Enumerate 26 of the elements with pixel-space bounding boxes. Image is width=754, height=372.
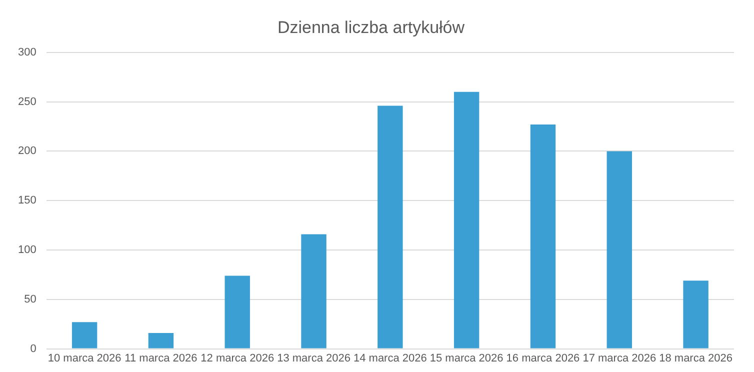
x-tick-label: 11 marca 2026 xyxy=(124,352,198,364)
bar xyxy=(454,92,480,348)
bar xyxy=(530,124,556,348)
x-tick-label: 18 marca 2026 xyxy=(659,352,732,364)
bar xyxy=(301,234,326,348)
bar xyxy=(224,276,250,348)
x-tick-label: 17 marca 2026 xyxy=(582,352,656,364)
y-tick-label: 100 xyxy=(18,244,36,256)
chart-title: Dzienna liczba artykułów xyxy=(277,18,466,37)
x-tick-label: 13 marca 2026 xyxy=(277,352,350,364)
x-tick-label: 10 marca 2026 xyxy=(48,352,122,364)
y-tick-label: 0 xyxy=(30,342,36,355)
y-tick-label: 300 xyxy=(18,46,36,58)
bar xyxy=(378,106,403,348)
bar xyxy=(606,151,632,348)
y-tick-label: 50 xyxy=(24,293,36,306)
y-tick-label: 200 xyxy=(18,145,36,158)
bar xyxy=(72,322,98,348)
x-tick-label: 15 marca 2026 xyxy=(430,352,504,364)
x-tick-label: 12 marca 2026 xyxy=(200,352,274,364)
y-tick-label: 150 xyxy=(18,194,36,207)
x-tick-label: 16 marca 2026 xyxy=(506,352,580,364)
y-tick-label: 250 xyxy=(18,96,36,108)
bar xyxy=(148,332,174,348)
bar xyxy=(683,280,708,348)
x-tick-label: 14 marca 2026 xyxy=(353,352,427,364)
